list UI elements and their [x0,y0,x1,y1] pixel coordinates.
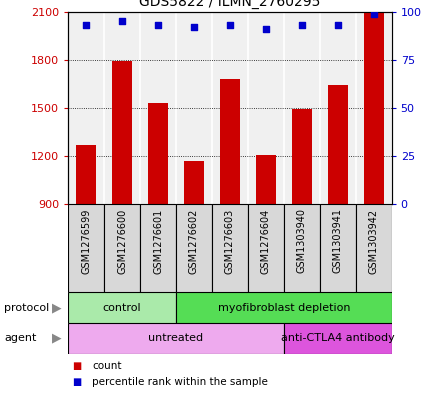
Text: untreated: untreated [148,333,204,343]
Bar [292,110,312,204]
Point [191,24,198,30]
Text: percentile rank within the sample: percentile rank within the sample [92,377,268,387]
Bar [212,204,248,292]
Bar [248,204,284,292]
Point [227,22,234,28]
Text: control: control [103,303,141,313]
Point [119,18,126,24]
Bar [68,292,176,323]
Text: protocol: protocol [4,303,50,313]
Point [334,22,341,28]
Text: GSM1303942: GSM1303942 [369,208,379,274]
Bar [104,204,140,292]
Point [298,22,305,28]
Bar [184,161,204,204]
Bar [220,79,240,204]
Text: GSM1276599: GSM1276599 [81,208,91,274]
Text: GSM1276604: GSM1276604 [261,208,271,274]
Text: anti-CTLA4 antibody: anti-CTLA4 antibody [281,333,395,343]
Bar [284,323,392,354]
Bar [176,292,392,323]
Text: GSM1303941: GSM1303941 [333,208,343,274]
Text: GSM1303940: GSM1303940 [297,208,307,274]
Bar [176,204,212,292]
Bar [364,13,384,204]
Text: ■: ■ [73,377,82,387]
Bar [112,61,132,204]
Bar [68,323,284,354]
Text: ▶: ▶ [52,301,62,314]
Bar [328,84,348,204]
Title: GDS5822 / ILMN_2760295: GDS5822 / ILMN_2760295 [139,0,321,9]
Bar [256,155,276,204]
Text: myofibroblast depletion: myofibroblast depletion [217,303,350,313]
Text: GSM1276603: GSM1276603 [225,208,235,274]
Point [154,22,161,28]
Bar [76,145,96,204]
Text: GSM1276602: GSM1276602 [189,208,199,274]
Text: GSM1276600: GSM1276600 [117,208,127,274]
Text: agent: agent [4,333,37,343]
Text: GSM1276601: GSM1276601 [153,208,163,274]
Text: count: count [92,361,122,371]
Bar [320,204,356,292]
Bar [68,204,104,292]
Text: ■: ■ [73,361,82,371]
Bar [356,204,392,292]
Point [83,22,90,28]
Bar [140,204,176,292]
Bar [148,103,168,204]
Bar [284,204,320,292]
Text: ▶: ▶ [52,332,62,345]
Point [262,26,269,32]
Point [370,11,377,17]
